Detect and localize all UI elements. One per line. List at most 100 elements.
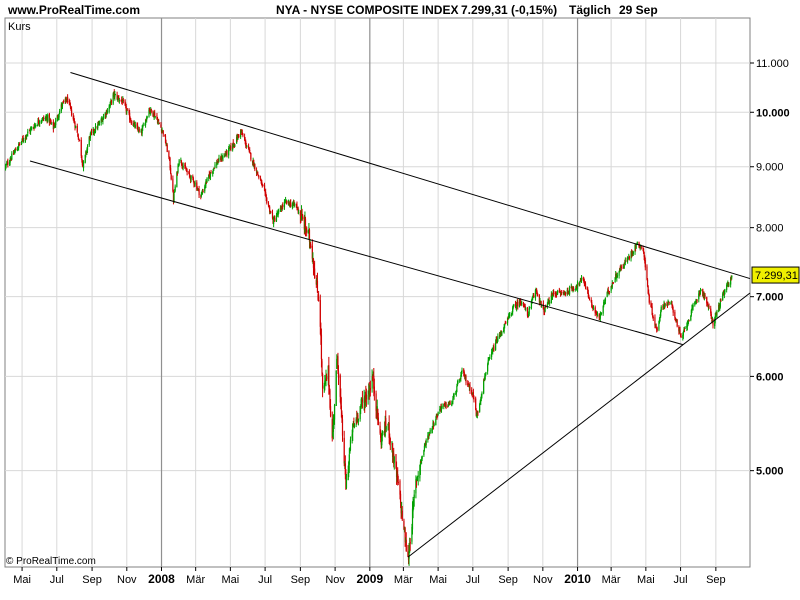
x-tick-label: 2010	[564, 572, 591, 586]
x-tick-label: Jul	[466, 574, 480, 586]
candle	[728, 282, 730, 287]
candle	[51, 122, 53, 125]
candle	[129, 116, 131, 121]
candle	[369, 380, 371, 397]
candle	[320, 328, 323, 368]
candle	[549, 300, 551, 306]
candle	[592, 305, 595, 310]
site-link[interactable]: www.ProRealTime.com	[8, 3, 141, 17]
candle	[409, 538, 411, 551]
candle	[360, 404, 362, 415]
candle	[710, 311, 712, 319]
candle	[321, 358, 323, 377]
x-axis: Mai Jul Sep Nov 2008 Mär Mai Jul Sep Nov 2009 Mär Ma…	[13, 567, 726, 586]
candle	[419, 464, 421, 482]
candle	[202, 189, 204, 193]
candle	[476, 410, 478, 419]
candle	[296, 201, 298, 211]
candle	[144, 119, 147, 128]
candle	[154, 116, 156, 119]
candle	[142, 122, 144, 127]
candle	[148, 107, 150, 118]
candle	[214, 161, 216, 169]
candle	[409, 537, 411, 553]
candle	[491, 348, 493, 360]
candle	[688, 319, 690, 322]
candle	[377, 412, 379, 426]
candle	[242, 132, 244, 138]
candle	[501, 331, 503, 337]
candle	[395, 461, 398, 485]
candle	[594, 305, 596, 317]
candle	[389, 437, 391, 451]
candle	[489, 354, 491, 360]
candle	[371, 369, 373, 393]
candle	[547, 298, 549, 306]
candle	[588, 297, 591, 301]
candle	[142, 124, 144, 131]
candle	[349, 436, 352, 452]
candle	[608, 291, 610, 296]
candle	[612, 282, 615, 284]
x-tick-label: Sep	[498, 574, 518, 586]
candle	[74, 125, 77, 129]
candle	[310, 241, 312, 249]
x-tick-label: Mär	[186, 574, 205, 586]
candle	[604, 297, 607, 305]
candle	[58, 113, 60, 121]
candle	[77, 132, 79, 138]
candle	[341, 414, 344, 442]
candle	[429, 427, 431, 434]
candle	[555, 291, 557, 297]
candle	[286, 200, 288, 205]
candle	[245, 142, 247, 149]
candle	[572, 286, 575, 292]
candle	[639, 246, 641, 251]
candle	[325, 373, 328, 382]
candle	[5, 164, 7, 169]
candle	[724, 288, 726, 295]
candle	[98, 120, 101, 126]
candle	[521, 300, 523, 307]
candle	[600, 312, 603, 315]
candle	[112, 92, 114, 106]
candle	[672, 306, 674, 316]
candle	[185, 166, 187, 171]
y-tick-label: 10.000	[756, 107, 790, 119]
candle	[533, 292, 535, 298]
candle	[712, 318, 714, 329]
candle	[616, 272, 618, 279]
last-price-marker: 7.299,31	[751, 266, 800, 284]
candle	[420, 461, 422, 464]
candle	[708, 303, 710, 310]
candle	[61, 102, 64, 110]
candle	[319, 294, 321, 335]
candle	[94, 123, 97, 134]
candle	[574, 288, 576, 292]
candle	[19, 141, 21, 146]
candle	[138, 127, 140, 133]
x-tick-label: Nov	[533, 574, 553, 586]
candle	[324, 378, 327, 384]
candle	[445, 401, 447, 410]
candle	[262, 184, 264, 187]
candle	[157, 119, 159, 125]
candle	[100, 117, 102, 126]
candle	[579, 281, 581, 287]
candle	[596, 311, 599, 317]
candle	[611, 280, 613, 290]
candle	[308, 228, 311, 249]
support-line-line	[407, 292, 751, 558]
candle	[210, 169, 212, 174]
candle	[359, 406, 361, 422]
candles	[4, 89, 733, 566]
candle	[31, 126, 33, 131]
candle	[60, 102, 62, 114]
candle	[516, 304, 518, 312]
candle	[473, 395, 475, 403]
candle	[525, 307, 527, 312]
candle	[106, 108, 109, 114]
candle	[719, 298, 722, 309]
